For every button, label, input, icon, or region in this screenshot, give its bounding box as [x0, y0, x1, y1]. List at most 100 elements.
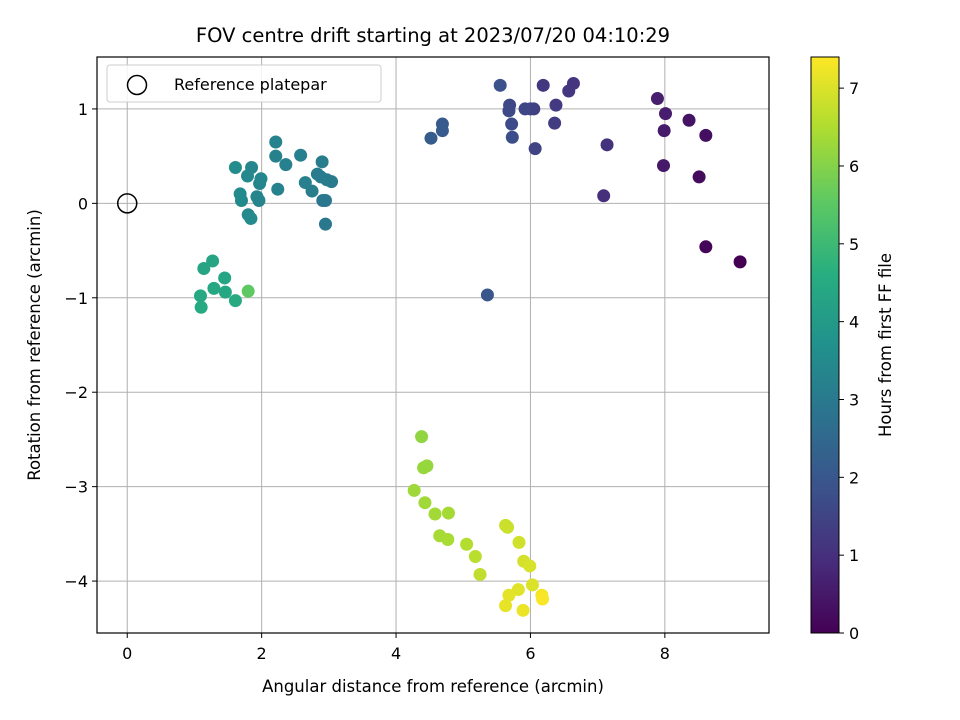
- y-tick-label: 0: [78, 194, 88, 213]
- x-tick-label: 6: [525, 644, 535, 663]
- data-point: [512, 535, 526, 549]
- colorbar-tick-label: 0: [849, 624, 859, 643]
- plot-frame: [96, 56, 770, 634]
- data-point: [298, 176, 312, 190]
- data-point: [650, 92, 664, 106]
- data-point: [699, 240, 713, 254]
- chart-title: FOV centre drift starting at 2023/07/20 …: [196, 24, 670, 47]
- data-point: [468, 550, 482, 564]
- data-point: [549, 98, 563, 112]
- data-point: [254, 172, 268, 186]
- data-point: [269, 149, 283, 163]
- data-point: [318, 217, 332, 231]
- data-point: [218, 285, 232, 299]
- data-point: [699, 128, 713, 142]
- data-point: [505, 130, 519, 144]
- colorbar-tick-label: 5: [849, 235, 859, 254]
- data-point: [407, 483, 421, 497]
- legend: Reference platepar: [106, 64, 382, 103]
- colorbar-tick-label: 2: [849, 468, 859, 487]
- data-point: [279, 158, 293, 172]
- data-point: [460, 537, 474, 551]
- x-axis-label: Angular distance from reference (arcmin): [262, 677, 604, 696]
- data-point: [207, 281, 221, 295]
- data-point: [424, 131, 438, 145]
- data-point: [269, 135, 283, 149]
- data-point: [315, 155, 329, 169]
- data-point: [502, 104, 516, 118]
- data-point: [228, 160, 242, 174]
- data-point: [318, 194, 332, 208]
- data-point: [441, 506, 455, 520]
- data-point: [548, 116, 562, 130]
- data-point: [682, 113, 696, 127]
- data-point: [218, 271, 232, 285]
- data-point: [502, 588, 516, 602]
- data-point: [505, 117, 519, 131]
- data-point: [523, 559, 537, 573]
- colorbar-ticks: 0 1 2 3 4 5 6 7: [839, 79, 859, 643]
- data-point: [536, 78, 550, 92]
- data-point: [692, 170, 706, 184]
- x-axis-ticks: 0 2 4 6 8: [122, 633, 670, 663]
- x-tick-label: 4: [391, 644, 401, 663]
- data-point: [418, 496, 432, 510]
- legend-label-reference: Reference platepar: [174, 75, 327, 94]
- data-point: [417, 461, 431, 475]
- reference-platepar-group: [116, 193, 138, 214]
- data-point: [528, 142, 542, 156]
- data-point: [516, 603, 530, 617]
- data-point: [499, 599, 513, 613]
- data-point: [310, 167, 324, 181]
- colorbar-tick-label: 1: [849, 546, 859, 565]
- data-point: [536, 592, 550, 606]
- data-point: [511, 583, 525, 597]
- y-tick-label: −1: [64, 289, 88, 308]
- data-point: [441, 533, 455, 547]
- data-point: [197, 262, 211, 276]
- data-points: [193, 76, 747, 617]
- data-point: [657, 124, 671, 138]
- y-axis-label: Rotation from reference (arcmin): [25, 209, 44, 481]
- data-point: [656, 159, 670, 173]
- data-point: [228, 294, 242, 308]
- colorbar-label: Hours from first FF file: [876, 253, 895, 437]
- colorbar-tick-label: 4: [849, 313, 859, 332]
- data-point: [193, 289, 207, 303]
- y-axis-ticks: 1 0 −1 −2 −3 −4: [64, 100, 97, 591]
- data-point: [597, 189, 611, 203]
- colorbar: 0 1 2 3 4 5 6 7 Hours from first FF file: [810, 56, 895, 643]
- data-point: [241, 284, 255, 298]
- data-point: [233, 187, 247, 201]
- data-point: [206, 254, 220, 268]
- y-tick-label: 1: [78, 100, 88, 119]
- grid-lines: [97, 57, 769, 633]
- y-tick-label: −3: [64, 478, 88, 497]
- data-point: [493, 78, 507, 92]
- data-point: [733, 255, 747, 269]
- data-point: [194, 300, 208, 314]
- x-tick-label: 2: [257, 644, 267, 663]
- data-point: [518, 102, 532, 116]
- y-tick-label: −4: [64, 572, 88, 591]
- data-point: [244, 211, 258, 225]
- colorbar-tick-label: 3: [849, 390, 859, 409]
- data-point: [473, 567, 487, 581]
- y-tick-label: −2: [64, 383, 88, 402]
- x-tick-label: 0: [122, 644, 132, 663]
- data-point: [480, 288, 494, 302]
- legend-box: [106, 64, 382, 103]
- legend-marker-reference: [126, 74, 148, 96]
- data-point: [562, 84, 576, 98]
- data-point: [501, 520, 515, 534]
- data-point: [525, 578, 539, 592]
- reference-platepar-marker: [116, 193, 138, 214]
- data-point: [600, 138, 614, 152]
- data-point: [428, 507, 442, 521]
- colorbar-gradient: [810, 56, 840, 634]
- data-point: [294, 148, 308, 162]
- colorbar-tick-label: 6: [849, 157, 859, 176]
- data-point: [435, 124, 449, 138]
- data-point: [241, 169, 255, 183]
